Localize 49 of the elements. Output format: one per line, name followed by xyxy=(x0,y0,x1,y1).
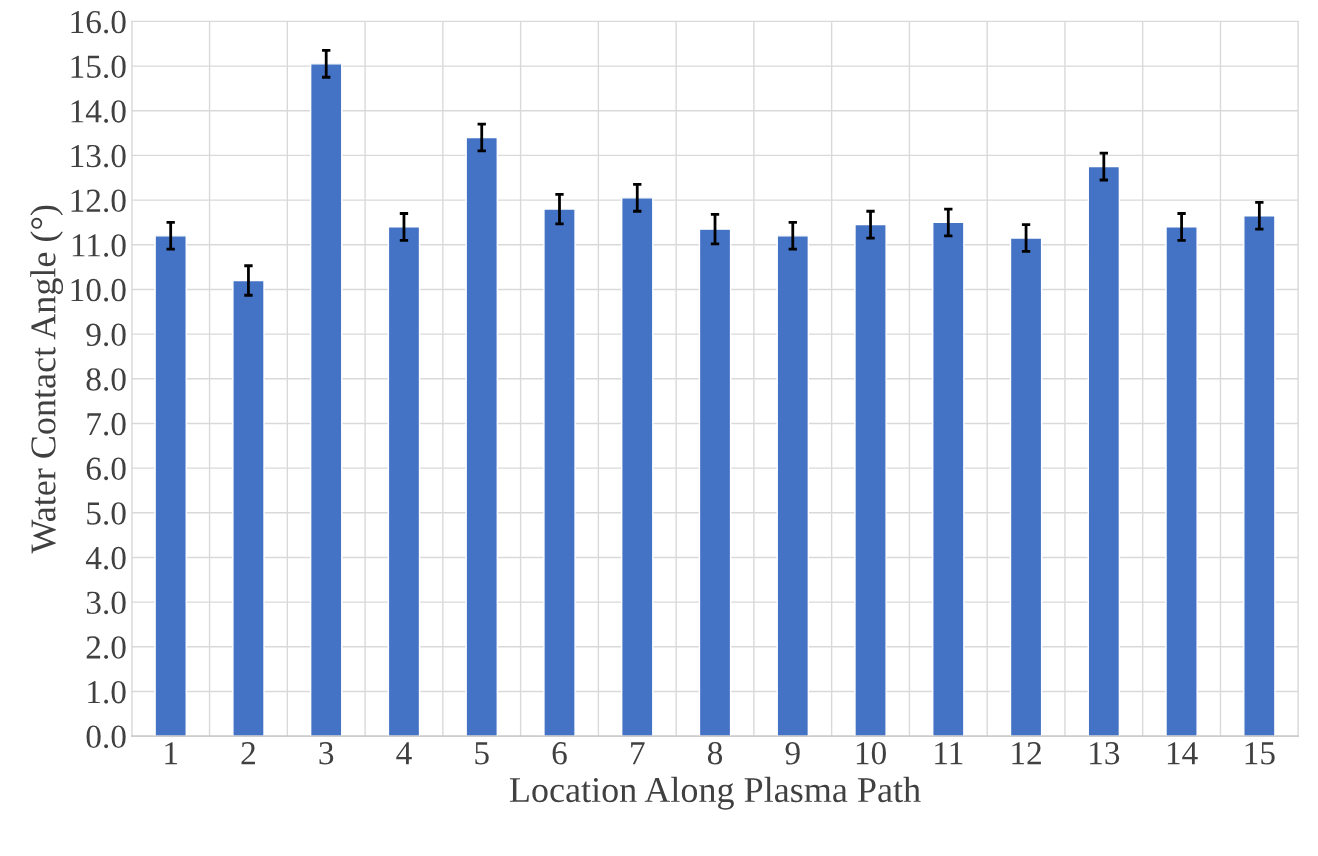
bar xyxy=(1243,215,1276,737)
bar xyxy=(387,226,421,737)
bar xyxy=(1009,237,1043,737)
y-tick-label: 12.0 xyxy=(71,189,126,213)
x-tick-label: 13 xyxy=(1090,742,1120,765)
bar xyxy=(621,197,654,737)
y-tick-label: 0.0 xyxy=(86,725,126,749)
y-axis-title: Water Contact Angle (°) xyxy=(30,205,64,554)
x-tick-label: 3 xyxy=(319,742,334,765)
y-tick-label: 2.0 xyxy=(86,636,126,659)
y-tick-label: 6.0 xyxy=(86,457,126,481)
bar xyxy=(465,136,498,737)
x-tick-label: 4 xyxy=(396,742,412,765)
x-tick-label: 14 xyxy=(1167,742,1198,765)
y-tick-label: 11.0 xyxy=(72,234,126,257)
bar xyxy=(543,208,576,737)
y-tick-label: 14.0 xyxy=(71,100,126,123)
y-tick-label: 5.0 xyxy=(87,502,126,525)
x-tick-label: 2 xyxy=(241,742,255,765)
y-tick-label: 4.0 xyxy=(85,546,126,570)
bar xyxy=(1087,165,1121,737)
x-axis-title: Location Along Plasma Path xyxy=(509,776,921,810)
x-tick-label: 8 xyxy=(707,741,723,765)
x-tick-label: 6 xyxy=(552,742,567,765)
x-tick-label: 7 xyxy=(631,742,645,765)
y-tick-label: 15.0 xyxy=(71,55,126,79)
x-tick-label: 10 xyxy=(856,741,886,765)
y-tick-label: 8.0 xyxy=(86,368,126,391)
x-tick-label: 5 xyxy=(475,742,489,765)
x-tick-label: 12 xyxy=(1012,742,1041,765)
y-tick-label: 7.0 xyxy=(87,412,126,436)
x-tick-label: 1 xyxy=(165,742,178,765)
y-tick-label: 1.0 xyxy=(88,680,126,704)
bar xyxy=(854,223,887,737)
bar xyxy=(154,235,187,737)
bar xyxy=(232,279,265,737)
y-tick-label: 13.0 xyxy=(71,144,126,168)
y-tick-label: 9.0 xyxy=(86,323,126,347)
bar xyxy=(776,235,810,737)
x-tick-label: 9 xyxy=(785,742,800,765)
bar xyxy=(698,228,732,737)
x-tick-label: 15 xyxy=(1245,742,1275,765)
bar xyxy=(309,63,343,737)
y-tick-label: 10.0 xyxy=(71,278,126,302)
x-tick-label: 11 xyxy=(935,742,963,765)
bar xyxy=(932,221,965,737)
y-tick-label: 16.0 xyxy=(71,10,126,34)
bar xyxy=(1165,226,1198,737)
y-tick-label: 3.0 xyxy=(86,591,126,615)
